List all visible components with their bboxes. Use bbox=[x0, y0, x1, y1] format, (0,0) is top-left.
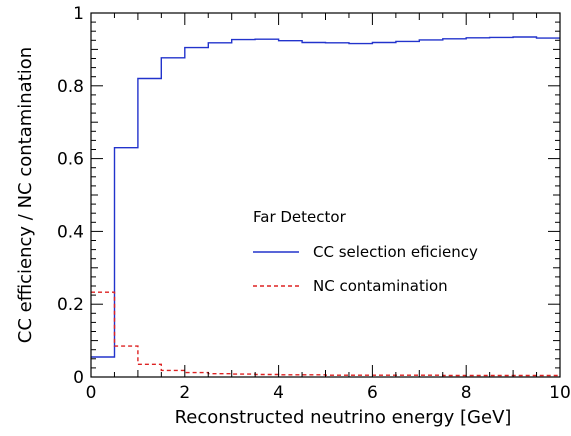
y-tick-label: 0.2 bbox=[57, 295, 84, 315]
x-tick-label: 6 bbox=[367, 383, 378, 403]
axes: 0 2 4 6 8 10 0 0.2 0.4 0.6 0.8 1 bbox=[57, 4, 571, 403]
y-tick-label: 0.6 bbox=[57, 150, 84, 170]
legend-label-nc: NC contamination bbox=[313, 277, 448, 295]
y-tick-label: 0 bbox=[73, 368, 84, 388]
legend: Far Detector CC selection eficiency NC c… bbox=[253, 208, 478, 295]
legend-title: Far Detector bbox=[253, 208, 347, 226]
x-tick-label: 10 bbox=[549, 383, 571, 403]
series-line-cc bbox=[91, 36, 560, 358]
x-tick-label: 2 bbox=[179, 383, 190, 403]
x-tick-label: 4 bbox=[273, 383, 284, 403]
y-axis-title: CC efficiency / NC contamination bbox=[15, 47, 36, 343]
y-tick-label: 0.4 bbox=[57, 222, 84, 242]
x-tick-label: 8 bbox=[461, 383, 472, 403]
y-tick-label: 1 bbox=[73, 4, 84, 24]
x-axis-title: Reconstructed neutrino energy [GeV] bbox=[175, 407, 512, 428]
legend-label-cc: CC selection eficiency bbox=[313, 243, 478, 261]
x-tick-label: 0 bbox=[86, 383, 97, 403]
y-tick-label: 0.8 bbox=[57, 77, 84, 97]
